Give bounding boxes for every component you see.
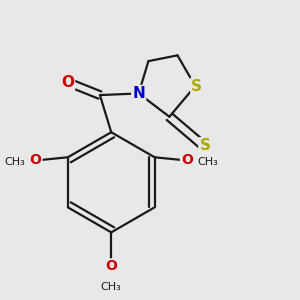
Text: CH₃: CH₃ — [101, 282, 122, 292]
Text: O: O — [61, 75, 74, 90]
Text: S: S — [200, 138, 210, 153]
Text: S: S — [191, 79, 202, 94]
Text: O: O — [105, 259, 117, 273]
Text: N: N — [132, 86, 145, 101]
Text: CH₃: CH₃ — [4, 157, 25, 167]
Text: O: O — [181, 154, 193, 167]
Text: CH₃: CH₃ — [197, 157, 218, 167]
Text: O: O — [30, 154, 41, 167]
